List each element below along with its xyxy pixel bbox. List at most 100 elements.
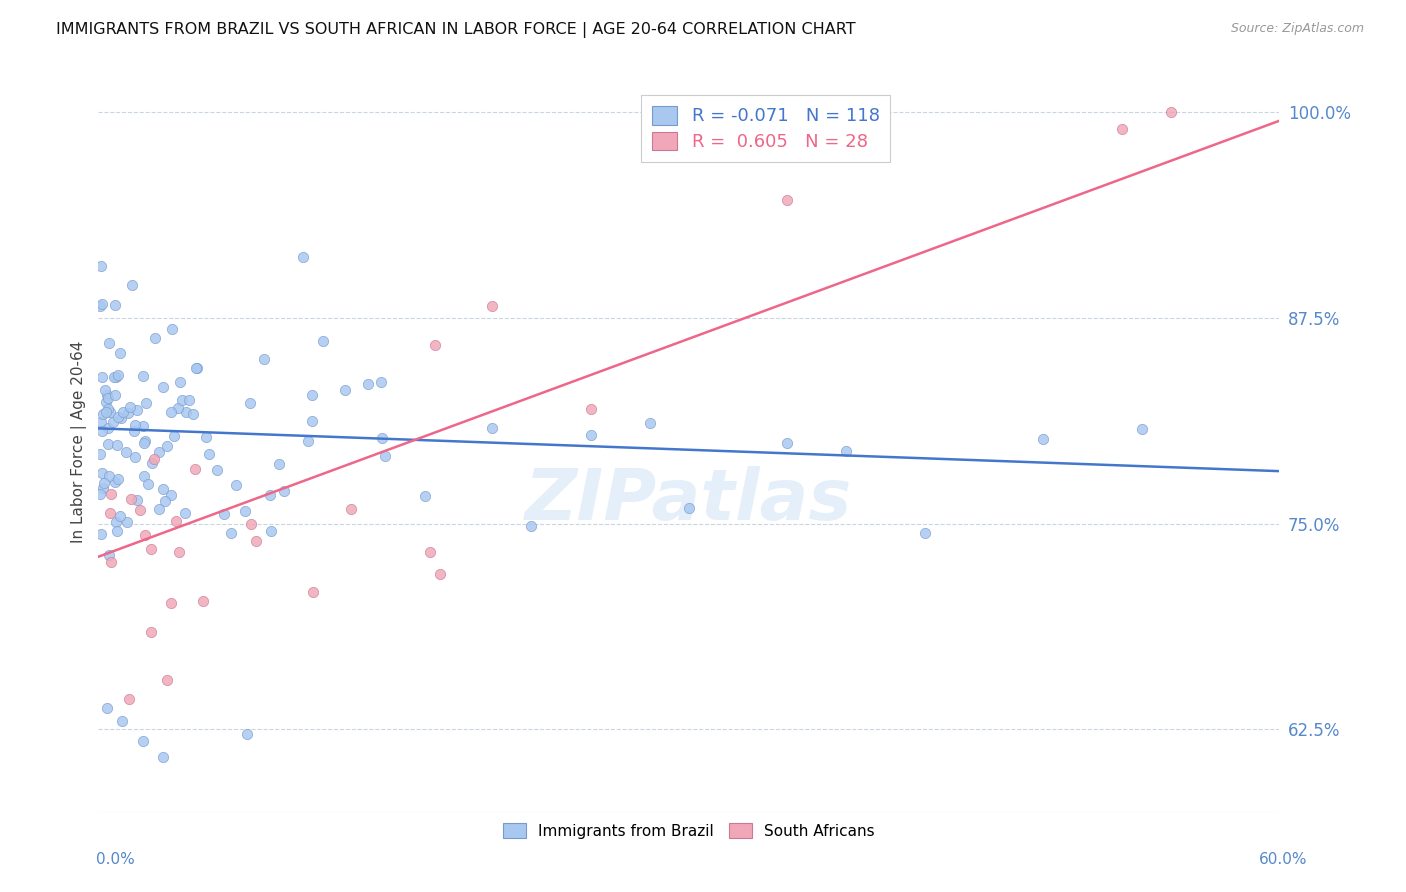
Point xyxy=(143,331,166,345)
Point xyxy=(163,429,186,443)
Point xyxy=(120,491,142,506)
Point xyxy=(89,299,111,313)
Point xyxy=(96,701,118,715)
Point xyxy=(94,395,117,409)
Point xyxy=(1160,105,1182,120)
Point xyxy=(235,727,257,741)
Point xyxy=(267,457,290,471)
Point xyxy=(105,370,128,384)
Point xyxy=(181,407,204,421)
Point xyxy=(90,424,112,438)
Point xyxy=(94,405,117,419)
Point xyxy=(127,492,149,507)
Point xyxy=(104,475,127,489)
Point xyxy=(121,278,143,293)
Point xyxy=(152,482,174,496)
Point xyxy=(91,467,114,481)
Point xyxy=(339,502,361,516)
Point xyxy=(90,260,112,274)
Point xyxy=(128,503,150,517)
Point xyxy=(212,507,235,521)
Point xyxy=(110,410,132,425)
Point xyxy=(638,416,661,430)
Point xyxy=(134,435,156,450)
Point xyxy=(105,515,128,529)
Point xyxy=(193,593,215,607)
Point xyxy=(153,494,176,508)
Point xyxy=(1032,432,1054,446)
Point xyxy=(97,391,120,405)
Point xyxy=(138,476,160,491)
Point xyxy=(160,488,183,502)
Point xyxy=(139,624,162,639)
Point xyxy=(1130,422,1153,436)
Point xyxy=(105,438,128,452)
Point xyxy=(301,388,323,402)
Point xyxy=(240,517,263,532)
Point xyxy=(91,369,114,384)
Point xyxy=(98,468,121,483)
Point xyxy=(90,296,112,310)
Point xyxy=(135,396,157,410)
Point xyxy=(105,524,128,538)
Point xyxy=(160,322,183,336)
Point xyxy=(98,548,121,562)
Point xyxy=(97,401,120,416)
Point xyxy=(118,691,141,706)
Point xyxy=(134,434,156,448)
Point xyxy=(233,503,256,517)
Point xyxy=(96,388,118,402)
Point xyxy=(104,387,127,401)
Point xyxy=(160,405,183,419)
Point xyxy=(132,469,155,483)
Point xyxy=(205,463,228,477)
Point xyxy=(97,437,120,451)
Point xyxy=(122,425,145,439)
Text: ZIPatlas: ZIPatlas xyxy=(526,467,852,535)
Point xyxy=(419,545,441,559)
Point xyxy=(124,450,146,465)
Point xyxy=(156,438,179,452)
Point xyxy=(198,446,221,460)
Point xyxy=(292,250,315,264)
Point xyxy=(579,402,602,417)
Point xyxy=(167,401,190,416)
Text: IMMIGRANTS FROM BRAZIL VS SOUTH AFRICAN IN LABOR FORCE | AGE 20-64 CORRELATION C: IMMIGRANTS FROM BRAZIL VS SOUTH AFRICAN … xyxy=(56,22,856,38)
Point xyxy=(89,447,111,461)
Point xyxy=(104,298,127,312)
Point xyxy=(103,370,125,384)
Point xyxy=(107,368,129,382)
Y-axis label: In Labor Force | Age 20-64: In Labor Force | Age 20-64 xyxy=(72,341,87,542)
Point xyxy=(273,484,295,499)
Point xyxy=(101,415,124,429)
Point xyxy=(125,403,148,417)
Point xyxy=(141,457,163,471)
Point xyxy=(481,421,503,435)
Point xyxy=(170,393,193,408)
Point xyxy=(914,526,936,541)
Point xyxy=(148,502,170,516)
Point xyxy=(148,445,170,459)
Point xyxy=(301,584,323,599)
Point xyxy=(98,335,121,350)
Point xyxy=(219,525,242,540)
Point xyxy=(131,419,153,434)
Point xyxy=(184,462,207,476)
Point xyxy=(166,514,188,528)
Point xyxy=(429,567,451,582)
Point xyxy=(1111,122,1133,136)
Point xyxy=(93,482,115,496)
Point xyxy=(297,434,319,448)
Point xyxy=(186,361,208,376)
Point xyxy=(186,361,208,376)
Point xyxy=(143,451,166,466)
Point xyxy=(260,524,283,538)
Point xyxy=(132,734,155,748)
Text: Source: ZipAtlas.com: Source: ZipAtlas.com xyxy=(1230,22,1364,36)
Point xyxy=(134,528,156,542)
Point xyxy=(481,299,503,313)
Point xyxy=(100,555,122,569)
Point xyxy=(100,487,122,501)
Point xyxy=(520,519,543,533)
Point xyxy=(111,405,134,419)
